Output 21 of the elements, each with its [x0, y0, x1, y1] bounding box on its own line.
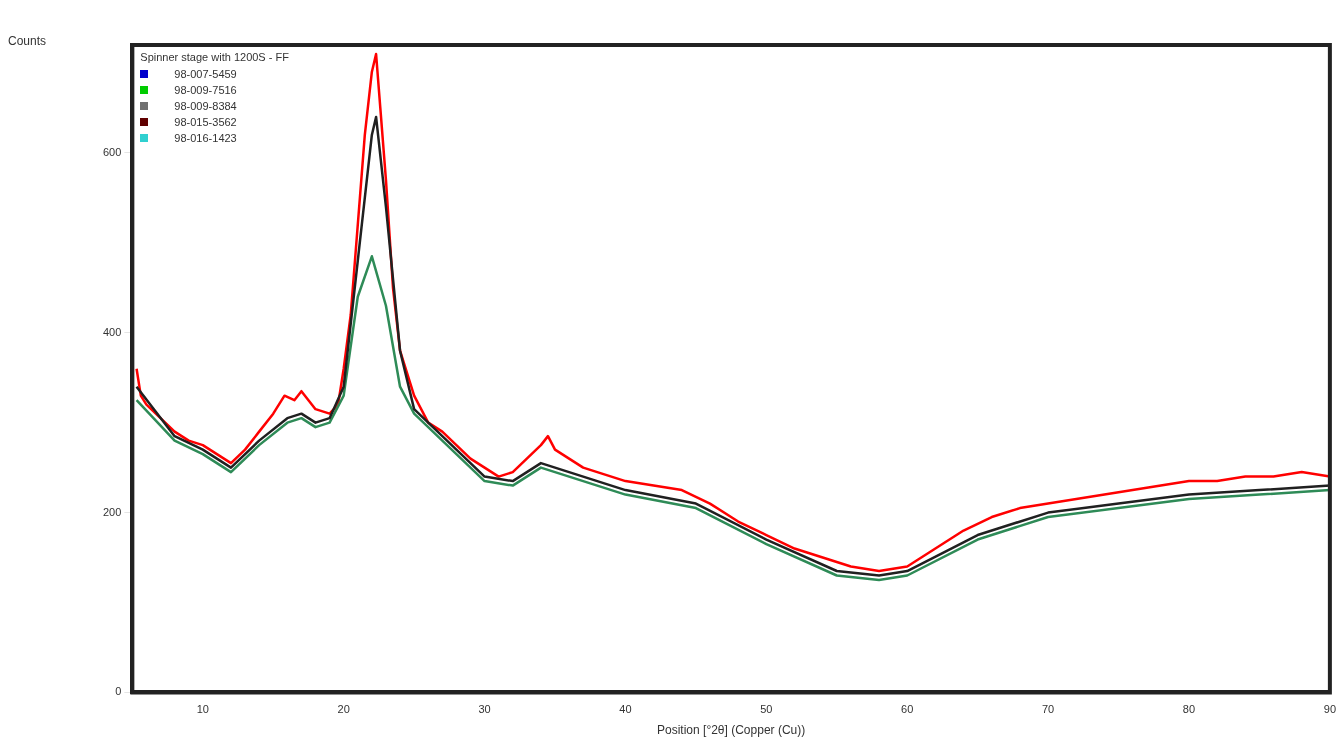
y-tick-label: 400: [102, 325, 122, 338]
x-tick-label: 20: [337, 703, 350, 716]
y-axis-title: Counts: [8, 34, 47, 48]
x-tick-label: 10: [196, 703, 209, 716]
x-axis-title: Position [°2θ] (Copper (Cu)): [657, 723, 806, 738]
legend-label: 98-015-3562: [174, 116, 237, 128]
legend-label: 98-009-7516: [174, 84, 237, 96]
x-tick-label: 50: [760, 703, 773, 716]
legend-label: 98-009-8384: [174, 100, 237, 112]
x-tick-label: 40: [619, 703, 632, 716]
x-tick-label: 70: [1041, 703, 1055, 716]
x-tick-label: 60: [901, 703, 914, 716]
legend-label: 98-016-1423: [174, 132, 237, 144]
y-tick-label: 200: [102, 505, 122, 518]
x-tick-label: 80: [1182, 703, 1196, 716]
x-tick-label: 90: [1323, 703, 1337, 716]
x-tick-label: 30: [478, 703, 491, 716]
legend-title: Spinner stage with 1200S - FF: [140, 51, 289, 63]
y-tick-label: 0: [115, 685, 122, 698]
y-tick-label: 600: [102, 145, 122, 158]
legend-label: 98-007-5459: [174, 68, 237, 80]
